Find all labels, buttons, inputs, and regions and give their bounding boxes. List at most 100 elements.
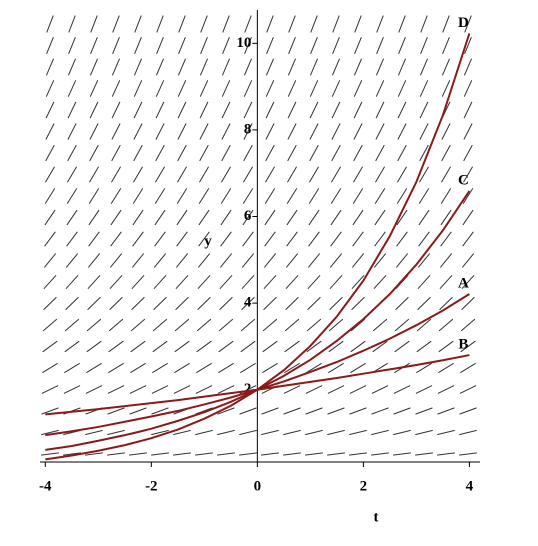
field-segment [329, 296, 343, 311]
field-segment [151, 429, 169, 436]
y-tick-label: 2 [244, 381, 252, 397]
field-segment [151, 452, 169, 456]
field-segment [305, 452, 323, 456]
field-segment [46, 15, 54, 33]
field-segment [305, 385, 323, 394]
field-segment [195, 429, 213, 436]
field-segment [87, 275, 101, 289]
field-segment [195, 452, 213, 456]
field-segment [240, 362, 256, 374]
field-segment [85, 429, 103, 436]
field-segment [437, 385, 455, 394]
field-segment [67, 80, 77, 97]
field-segment [332, 36, 340, 55]
field-segment [152, 318, 168, 332]
field-segment [464, 36, 472, 55]
field-segment [419, 144, 429, 162]
field-segment [371, 385, 389, 394]
field-segment [266, 36, 274, 55]
field-segment [375, 123, 385, 140]
field-segment [111, 80, 121, 97]
field-segment [177, 80, 187, 97]
field-segment [463, 123, 473, 140]
field-segment [64, 318, 80, 332]
field-segment [156, 15, 164, 33]
field-segment [284, 340, 300, 353]
field-segment [89, 58, 99, 76]
field-segment [285, 275, 299, 289]
field-segment [243, 166, 253, 183]
field-segment [219, 253, 233, 268]
field-segment [397, 80, 407, 97]
field-segment [200, 36, 208, 55]
field-segment [309, 58, 319, 76]
field-segment [330, 188, 342, 204]
field-segment [419, 166, 429, 183]
field-segment [441, 144, 451, 162]
field-segment [218, 340, 234, 353]
field-segment [328, 318, 344, 332]
field-segment [107, 407, 125, 415]
field-segment [154, 209, 166, 226]
field-segment [155, 101, 165, 119]
field-segment [41, 429, 59, 436]
field-segment [395, 253, 409, 268]
field-segment [283, 407, 301, 415]
field-segment [239, 429, 257, 436]
field-segment [218, 318, 234, 332]
field-segment [309, 144, 319, 162]
field-segment [460, 340, 476, 353]
field-segment [221, 123, 231, 140]
field-segment [154, 231, 166, 247]
field-segment [89, 144, 99, 162]
field-segment [374, 209, 386, 226]
field-segment [67, 166, 77, 183]
field-segment [198, 231, 210, 247]
field-segment [283, 452, 301, 456]
x-tick-label: 2 [360, 478, 368, 494]
field-segment [196, 340, 212, 353]
field-segment [308, 231, 320, 247]
field-segment [111, 144, 121, 162]
field-segment [416, 362, 432, 374]
field-segment [418, 188, 430, 204]
field-segment [415, 385, 433, 394]
x-tick-label: -4 [39, 478, 52, 494]
curve-label: B [458, 336, 468, 352]
field-segment [45, 80, 55, 97]
field-segment [112, 15, 120, 33]
field-segment [41, 452, 59, 456]
field-segment [349, 407, 367, 415]
field-segment [353, 144, 363, 162]
field-segment [397, 166, 407, 183]
field-segment [66, 209, 78, 226]
field-segment [332, 15, 340, 33]
field-segment [155, 123, 165, 140]
field-segment [351, 296, 365, 311]
field-segment [67, 101, 77, 119]
field-segment [415, 407, 433, 415]
field-segment [396, 188, 408, 204]
field-segment [85, 452, 103, 456]
field-segment [353, 101, 363, 119]
field-segment [43, 253, 57, 268]
field-segment [417, 275, 431, 289]
field-segment [89, 166, 99, 183]
field-segment [177, 123, 187, 140]
field-segment [372, 340, 388, 353]
field-segment [107, 452, 125, 456]
field-segment [177, 144, 187, 162]
field-segment [217, 407, 235, 415]
field-segment [68, 15, 76, 33]
field-segment [375, 101, 385, 119]
field-segment [463, 166, 473, 183]
field-segment [397, 123, 407, 140]
field-segment [86, 318, 102, 332]
field-segment [328, 340, 344, 353]
field-segment [45, 58, 55, 76]
field-segment [397, 101, 407, 119]
field-segment [177, 101, 187, 119]
field-segment [262, 362, 278, 374]
field-segment [131, 253, 145, 268]
